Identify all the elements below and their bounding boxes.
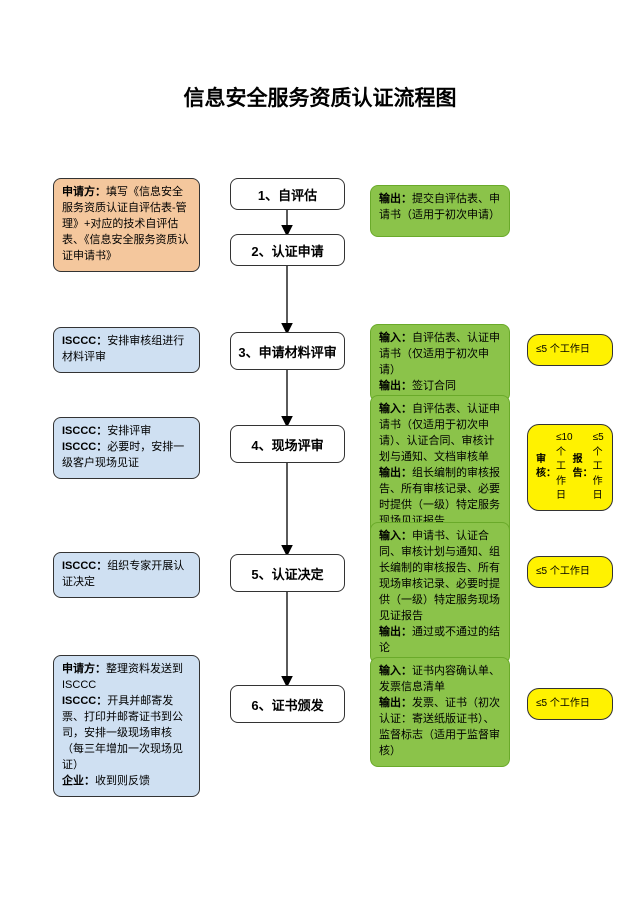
left-note-2: ISCCC：安排审核组进行材料评审: [53, 327, 200, 373]
duration-note-3: ≤5 个工作日: [527, 556, 613, 588]
io-note-3: 输入：自评估表、认证申请书（仅适用于初次申请）、认证合同、审核计划与通知、文档审…: [370, 395, 510, 537]
step-box-4: 4、现场评审: [230, 425, 345, 463]
left-note-1: 申请方：填写《信息安全服务资质认证自评估表-管理》+对应的技术自评估表、《信息安…: [53, 178, 200, 272]
duration-note-1: ≤5 个工作日: [527, 334, 613, 366]
step-box-5: 5、认证决定: [230, 554, 345, 592]
duration-note-2: 审核：≤10 个工作日报告：≤5 个工作日: [527, 424, 613, 511]
step-box-6: 6、证书颁发: [230, 685, 345, 723]
left-note-5: 申请方：整理资料发送到 ISCCCISCCC：开具并邮寄发票、打印并邮寄证书到公…: [53, 655, 200, 797]
left-note-4: ISCCC：组织专家开展认证决定: [53, 552, 200, 598]
duration-note-4: ≤5 个工作日: [527, 688, 613, 720]
page-title: 信息安全服务资质认证流程图: [0, 82, 640, 112]
step-box-2: 2、认证申请: [230, 234, 345, 266]
step-box-3: 3、申请材料评审: [230, 332, 345, 370]
flowchart-page: { "title": {"text": "信息安全服务资质认证流程图", "fo…: [0, 0, 640, 905]
io-note-2: 输入：自评估表、认证申请书（仅适用于初次申请）输出：签订合同: [370, 324, 510, 402]
io-note-5: 输入：证书内容确认单、发票信息清单输出：发票、证书（初次认证：寄送纸版证书）、监…: [370, 657, 510, 767]
io-note-1: 输出：提交自评估表、申请书（适用于初次申请）: [370, 185, 510, 237]
io-note-4: 输入：申请书、认证合同、审核计划与通知、组长编制的审核报告、所有现场审核记录、必…: [370, 522, 510, 664]
left-note-3: ISCCC：安排评审ISCCC：必要时，安排一级客户现场见证: [53, 417, 200, 479]
step-box-1: 1、自评估: [230, 178, 345, 210]
